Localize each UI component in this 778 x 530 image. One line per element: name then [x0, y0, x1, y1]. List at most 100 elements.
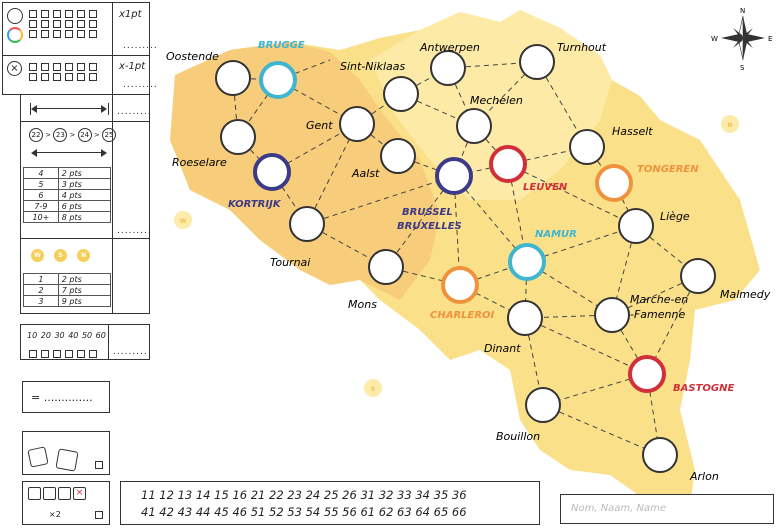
table-cell: 1 — [23, 273, 59, 285]
checkbox[interactable] — [53, 73, 61, 81]
city-node-brugge[interactable] — [259, 61, 297, 99]
chain-step: 23 — [53, 128, 68, 142]
city-node-mechelen[interactable] — [456, 108, 492, 144]
city-label: Oostende — [166, 50, 219, 63]
table-cell: 5 — [23, 178, 59, 190]
city-node-antwerpen[interactable] — [430, 50, 466, 86]
checkbox[interactable] — [53, 350, 61, 358]
checkbox[interactable] — [89, 350, 97, 358]
milestone-labels: 10 20 30 40 50 60 — [27, 331, 106, 340]
checkbox[interactable] — [29, 350, 37, 358]
checkbox[interactable] — [41, 73, 49, 81]
checkbox[interactable] — [65, 63, 73, 71]
table-row: 10+ 8 pts — [23, 211, 112, 223]
city-node-tournai[interactable] — [289, 206, 325, 242]
checkbox[interactable] — [65, 30, 73, 38]
checkbox[interactable] — [53, 63, 61, 71]
city-node-oostende[interactable] — [215, 60, 251, 96]
city-node-roeselare[interactable] — [220, 119, 256, 155]
city-node-liege[interactable] — [618, 208, 654, 244]
checkbox[interactable] — [77, 63, 85, 71]
city-node-dinant[interactable] — [507, 300, 543, 336]
checkbox[interactable] — [65, 20, 73, 28]
checkbox[interactable] — [41, 350, 49, 358]
number-track: 11 12 13 14 15 16 21 22 23 24 25 26 31 3… — [120, 481, 540, 525]
checkbox[interactable] — [89, 30, 97, 38]
map-badge-s: S — [371, 386, 375, 393]
die-icon — [28, 487, 41, 500]
city-nodes — [215, 44, 716, 473]
arrow-head-right — [101, 105, 107, 113]
city-node-mons[interactable] — [368, 249, 404, 285]
city-node-sint-niklaas[interactable] — [383, 76, 419, 112]
city-node-namur[interactable] — [508, 243, 546, 281]
checkbox[interactable] — [89, 10, 97, 18]
checkbox[interactable] — [41, 20, 49, 28]
dice-box — [22, 431, 110, 475]
row3-dots: ......... — [117, 107, 152, 117]
table-cell: 2 pts — [57, 167, 112, 179]
map-badges: N W S — [174, 115, 739, 397]
table-cell: 10+ — [23, 211, 59, 223]
city-label: Roeselare — [172, 156, 227, 169]
city-label: Dinant — [484, 342, 521, 355]
row2-label: x-1pt — [119, 61, 146, 72]
table-cell: 8 pts — [57, 211, 112, 223]
checkbox[interactable] — [65, 10, 73, 18]
table-cell: 6 pts — [57, 200, 112, 212]
checkbox[interactable] — [29, 63, 37, 71]
checkbox[interactable] — [29, 10, 37, 18]
checkbox[interactable] — [77, 10, 85, 18]
checkbox[interactable] — [89, 63, 97, 71]
checkbox[interactable] — [41, 63, 49, 71]
city-node-kortrijk[interactable] — [253, 153, 291, 191]
city-node-bouillon[interactable] — [525, 387, 561, 423]
city-node-arlon[interactable] — [642, 437, 678, 473]
checkbox[interactable] — [95, 511, 103, 519]
city-node-aalst[interactable] — [380, 138, 416, 174]
checkbox[interactable] — [29, 73, 37, 81]
checkbox[interactable] — [89, 73, 97, 81]
arrow-head-left — [31, 105, 37, 113]
divider — [112, 95, 113, 121]
rainbow-circle-icon — [7, 27, 23, 43]
checkbox[interactable] — [53, 10, 61, 18]
checkbox[interactable] — [53, 30, 61, 38]
checkbox[interactable] — [41, 30, 49, 38]
milestone: 40 — [68, 331, 79, 340]
checkbox-grid — [27, 62, 113, 82]
map-badge-circle — [721, 115, 739, 133]
checkbox[interactable] — [29, 20, 37, 28]
checkbox[interactable] — [77, 73, 85, 81]
city-node-turnhout[interactable] — [519, 44, 555, 80]
checkbox[interactable] — [65, 73, 73, 81]
checkbox[interactable] — [29, 30, 37, 38]
chain-step: 24 — [77, 128, 92, 142]
city-node-gent[interactable] — [339, 106, 375, 142]
checkbox[interactable] — [89, 20, 97, 28]
city-node-leuven[interactable] — [489, 145, 527, 183]
city-node-hasselt[interactable] — [569, 129, 605, 165]
city-label: Turnhout — [557, 41, 607, 54]
name-field[interactable]: Nom, Naam, Name — [560, 494, 774, 524]
checkbox[interactable] — [53, 20, 61, 28]
checkbox[interactable] — [41, 10, 49, 18]
checkbox[interactable] — [77, 30, 85, 38]
city-node-marche[interactable] — [594, 297, 630, 333]
city-node-tongeren[interactable] — [595, 164, 633, 202]
city-node-brussel[interactable] — [435, 157, 473, 195]
city-labels: Oostende BRUGGE Roeselare KORTRIJK Tourn… — [166, 40, 771, 483]
city-label: BRUGGE — [258, 40, 305, 51]
checkbox[interactable] — [77, 20, 85, 28]
total-label[interactable]: = .............. — [31, 391, 93, 404]
city-label: TONGEREN — [637, 164, 699, 175]
checkbox[interactable] — [77, 350, 85, 358]
city-node-malmedy[interactable] — [680, 258, 716, 294]
city-label: LEUVEN — [523, 182, 568, 193]
city-node-charleroi[interactable] — [441, 266, 479, 304]
city-node-bastogne[interactable] — [628, 355, 666, 393]
checkbox[interactable] — [65, 350, 73, 358]
checkbox[interactable] — [95, 461, 103, 469]
